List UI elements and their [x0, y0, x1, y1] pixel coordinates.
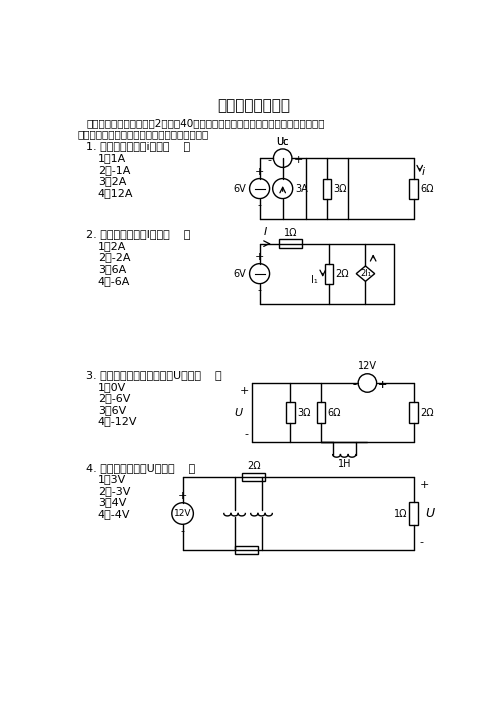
Text: +: + — [178, 491, 187, 501]
Text: 6Ω: 6Ω — [420, 184, 434, 194]
Text: -: - — [268, 154, 272, 165]
Bar — [409, 402, 418, 423]
Text: 6V: 6V — [234, 269, 247, 279]
Bar — [242, 472, 265, 481]
Text: -: - — [257, 200, 261, 210]
Text: I: I — [264, 227, 267, 237]
Bar — [286, 402, 295, 423]
Text: 2Ω: 2Ω — [335, 269, 349, 279]
Text: 1）3V: 1）3V — [98, 475, 126, 484]
Bar — [409, 178, 418, 199]
Text: 4）12A: 4）12A — [98, 188, 133, 198]
Text: +: + — [420, 480, 429, 490]
Bar — [235, 546, 257, 555]
Text: 3A: 3A — [295, 184, 308, 194]
Text: 4. 图示电路中电压U等于（    ）: 4. 图示电路中电压U等于（ ） — [86, 463, 195, 472]
Text: +: + — [255, 252, 264, 262]
Text: Uc: Uc — [276, 137, 289, 147]
Text: -: - — [257, 285, 261, 296]
Bar — [325, 264, 333, 284]
Bar — [409, 502, 418, 525]
Text: 3）4V: 3）4V — [98, 497, 126, 508]
Text: 3）2A: 3）2A — [98, 176, 126, 186]
Text: 3）6V: 3）6V — [98, 405, 126, 415]
Text: 3Ω: 3Ω — [333, 184, 347, 194]
Text: 12V: 12V — [174, 509, 191, 518]
Text: -: - — [353, 380, 357, 390]
Text: 4）-4V: 4）-4V — [98, 509, 130, 519]
Text: +: + — [255, 167, 264, 177]
Text: Uc: Uc — [276, 137, 289, 147]
Text: +: + — [240, 386, 249, 396]
Text: 6V: 6V — [234, 184, 247, 194]
Text: 2Ω: 2Ω — [420, 408, 434, 418]
Text: 答案，本将正确答案的号码填入题干的括号内。: 答案，本将正确答案的号码填入题干的括号内。 — [77, 129, 208, 139]
Text: 1Ω: 1Ω — [284, 228, 297, 238]
Text: +: + — [378, 380, 387, 390]
Text: 1）2A: 1）2A — [98, 241, 126, 251]
Text: 12V: 12V — [358, 361, 377, 371]
Text: 2Ω: 2Ω — [247, 461, 260, 471]
Text: -: - — [245, 429, 249, 439]
Text: U: U — [425, 507, 434, 520]
Text: 3）6A: 3）6A — [98, 264, 126, 274]
Text: 电路分析基础试卷: 电路分析基础试卷 — [218, 98, 291, 113]
Text: 1H: 1H — [338, 458, 351, 469]
Text: 1）0V: 1）0V — [98, 382, 126, 392]
Text: 2）-1A: 2）-1A — [98, 165, 130, 175]
Text: +: + — [294, 154, 303, 165]
Text: 4）-6A: 4）-6A — [98, 276, 130, 286]
Text: 2）-2A: 2）-2A — [98, 253, 130, 263]
Text: 2I₁: 2I₁ — [360, 269, 371, 278]
Bar — [279, 239, 302, 248]
Text: 1. 图示电路中电流i等于（    ）: 1. 图示电路中电流i等于（ ） — [86, 141, 190, 151]
Text: 2. 图示电路中电流I等于（    ）: 2. 图示电路中电流I等于（ ） — [86, 230, 191, 239]
Text: 4）-12V: 4）-12V — [98, 416, 137, 427]
Text: 1Ω: 1Ω — [393, 508, 407, 519]
Text: i: i — [422, 167, 425, 178]
Text: +: + — [378, 380, 387, 390]
Text: U: U — [235, 408, 243, 418]
Text: 3. 图示直流稳态电路中电压U等于（    ）: 3. 图示直流稳态电路中电压U等于（ ） — [86, 370, 222, 380]
Text: 1）1A: 1）1A — [98, 153, 126, 163]
Text: 2）-3V: 2）-3V — [98, 486, 130, 496]
Bar — [317, 402, 325, 423]
Bar — [323, 178, 331, 199]
Text: -: - — [420, 537, 424, 547]
Text: -: - — [181, 526, 185, 536]
Text: 6Ω: 6Ω — [328, 408, 341, 418]
Text: 3Ω: 3Ω — [297, 408, 310, 418]
Text: I₁: I₁ — [311, 274, 318, 285]
Text: 一、单项选择题（每小题2分，全40分）从每小题的四个备选答案中，选出一个正确: 一、单项选择题（每小题2分，全40分）从每小题的四个备选答案中，选出一个正确 — [86, 118, 325, 128]
Text: -: - — [353, 380, 357, 390]
Text: 2）-6V: 2）-6V — [98, 393, 130, 404]
